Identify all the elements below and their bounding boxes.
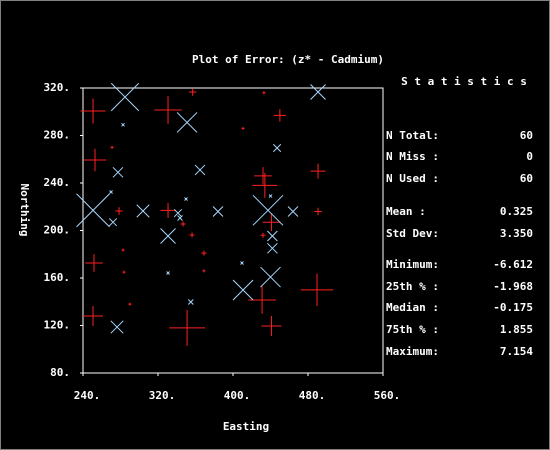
y-tick-label: 160. [44,271,71,284]
stat-value: -0.175 [493,301,533,314]
stat-label: Median : [386,301,439,314]
cross-marker [212,206,224,217]
plus-marker [188,88,197,96]
cross-marker [260,266,281,288]
cross-marker [177,215,183,221]
cross-marker [109,190,113,194]
x-tick-label: 560. [374,389,401,402]
y-tick-label: 280. [44,129,71,142]
cross-marker [110,82,140,112]
stat-label: 25th % : [386,280,439,293]
stat-value: 7.154 [500,345,533,358]
plus-marker [122,270,126,274]
x-tick-label: 400. [224,389,251,402]
cross-marker [76,193,110,228]
plus-marker [201,250,207,256]
plus-marker [261,315,282,336]
cross-marker [252,194,284,226]
x-axis-label: Easting [223,420,269,433]
cross-marker [268,194,273,198]
stat-value: 60 [520,172,533,185]
plus-marker [310,163,326,179]
chart-title: Plot of Error: (z* - Cadmium) [192,53,384,66]
cross-marker [112,166,124,178]
cross-marker [287,206,299,217]
cross-marker [184,197,188,201]
plus-marker [262,91,266,95]
cross-marker [110,320,124,334]
cross-marker [232,279,254,301]
cross-marker [136,204,150,218]
y-tick-label: 120. [44,319,71,332]
cross-marker [194,164,206,176]
stat-label: N Total: [386,129,439,142]
y-tick-label: 320. [44,81,71,94]
cross-marker [267,242,278,254]
plus-marker [314,207,322,216]
cross-marker [267,230,278,242]
y-tick-label: 80. [50,366,70,379]
plus-marker [115,207,123,215]
plus-marker [252,172,278,198]
plus-marker [110,145,114,149]
x-tick-label: 480. [299,389,326,402]
plus-marker [260,232,266,238]
plus-marker [154,96,182,124]
cross-marker [176,112,198,133]
plus-marker [121,248,125,252]
stat-label: Mean : [386,205,426,218]
stat-label: N Miss : [386,150,439,163]
x-tick-label: 320. [149,389,176,402]
plus-marker [128,302,132,306]
plus-marker [85,254,103,272]
stat-label: N Used : [386,172,439,185]
plus-marker [83,148,107,172]
stat-value: 60 [520,129,533,142]
stat-value: 1.855 [500,323,533,336]
stat-label: 75th % : [386,323,439,336]
plus-marker [241,126,245,130]
cross-marker [187,299,194,305]
plus-marker [180,221,186,227]
stat-value: 3.350 [500,227,533,240]
plus-marker [254,167,272,185]
plus-marker [83,306,104,326]
y-tick-label: 200. [44,224,71,237]
plus-marker [80,98,106,124]
cross-marker [160,228,176,244]
stat-label: Maximum: [386,345,439,358]
plus-marker [160,202,176,218]
plus-marker [273,109,287,122]
stat-label: Minimum: [386,258,439,271]
cross-marker [240,261,244,265]
cross-marker [310,84,326,100]
stats-title: S t a t i s t i c s [401,75,527,88]
plus-marker [300,273,334,307]
x-tick-label: 240. [74,389,101,402]
y-axis-label: Northing [18,184,31,237]
cross-marker [108,218,118,227]
cross-marker [121,122,125,127]
cross-marker [272,143,282,153]
stat-value: 0 [526,150,533,163]
plus-marker [262,213,281,231]
stat-value: 0.325 [500,205,533,218]
plus-marker [202,269,206,273]
y-tick-label: 240. [44,176,71,189]
plus-marker [189,232,195,238]
stat-label: Std Dev: [386,227,439,240]
plus-marker [169,309,205,346]
stat-value: -1.968 [493,280,533,293]
cross-marker [166,271,170,275]
cross-marker [173,208,183,218]
stat-value: -6.612 [493,258,533,271]
